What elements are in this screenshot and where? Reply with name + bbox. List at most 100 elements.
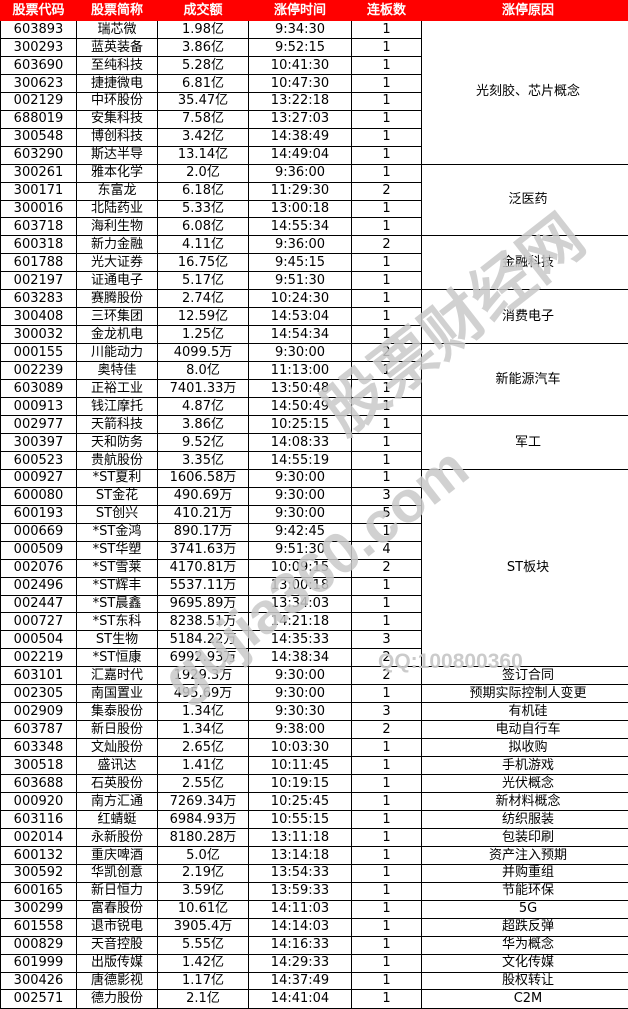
cell-limit-time: 9:30:00 [248, 504, 352, 524]
cell-stock-name: *ST东科 [76, 612, 158, 632]
cell-limit-time: 9:30:00 [248, 666, 352, 686]
table-row[interactable]: 300032 金龙机电 1.25亿 14:54:34 1 [0, 325, 628, 345]
table-row[interactable]: 601788 光大证券 16.75亿 9:45:15 1 [0, 253, 628, 273]
cell-stock-code: 000920 [0, 791, 77, 811]
table-row[interactable]: 000727 *ST东科 8238.51万 14:21:18 1 [0, 612, 628, 632]
table-row[interactable]: 300261 雅本化学 2.0亿 9:36:00 1 泛医药 [0, 163, 628, 237]
table-row[interactable]: 603787 新日股份 1.34亿 9:38:00 2 电动自行车 [0, 720, 628, 740]
table-row[interactable]: 603116 红蜻蜓 6984.93万 10:55:15 1 纺织服装 [0, 809, 628, 829]
table-row[interactable]: 300293 蓝英装备 3.86亿 9:52:15 1 [0, 37, 628, 57]
cell-stock-code: 300548 [0, 127, 77, 147]
cell-streak-count: 1 [351, 37, 422, 57]
table-row[interactable]: 002496 *ST辉丰 5537.11万 13:00:18 1 [0, 576, 628, 596]
table-row[interactable]: 600193 ST创兴 410.21万 9:30:00 5 [0, 504, 628, 524]
cell-limit-reason: 电动自行车 [421, 720, 628, 740]
table-row[interactable]: 600165 新日恒力 3.59亿 13:59:33 1 节能环保 [0, 881, 628, 901]
table-row[interactable]: 000504 ST生物 5184.22万 14:35:33 3 [0, 630, 628, 650]
table-row[interactable]: 000927 *ST夏利 1606.58万 9:30:00 1 ST板块 [0, 468, 628, 668]
cell-streak-count: 1 [351, 307, 422, 327]
table-row[interactable]: 601999 出版传媒 1.42亿 14:29:33 1 文化传媒 [0, 953, 628, 973]
table-row[interactable]: 300518 盛讯达 1.41亿 10:11:45 1 手机游戏 [0, 756, 628, 776]
table-row[interactable]: 300016 北陆药业 5.33亿 13:00:18 1 [0, 199, 628, 219]
cell-stock-code: 300171 [0, 181, 77, 201]
table-row[interactable]: 603688 石英股份 2.55亿 10:19:15 1 光伏概念 [0, 774, 628, 793]
cell-streak-count: 1 [351, 684, 422, 704]
table-body: 603893 瑞芯微 1.98亿 9:34:30 1 光刻胶、芯片概念 300293 蓝英装备… [0, 20, 628, 1009]
cell-turnover: 4.87亿 [157, 397, 249, 416]
cell-limit-time: 14:41:04 [248, 989, 352, 1009]
cell-stock-name: 汇嘉时代 [76, 666, 158, 686]
cell-streak-count: 1 [351, 774, 422, 793]
cell-streak-count: 1 [351, 594, 422, 614]
cell-limit-reason: 新能源汽车 [421, 343, 628, 416]
table-row[interactable]: 002219 *ST恒康 6992.93万 14:38:34 2 [0, 648, 628, 668]
cell-turnover: 1.42亿 [157, 953, 249, 973]
table-row[interactable]: 002977 天箭科技 3.86亿 10:25:15 1 军工 [0, 414, 628, 470]
table-row[interactable]: 300426 唐德影视 1.17亿 14:37:49 1 股权转让 [0, 971, 628, 991]
cell-streak-count: 1 [351, 432, 422, 452]
table-row[interactable]: 603089 正裕工业 7401.33万 13:50:48 1 [0, 379, 628, 399]
table-row[interactable]: 603893 瑞芯微 1.98亿 9:34:30 1 光刻胶、芯片概念 [0, 20, 628, 165]
table-row[interactable]: 603283 赛腾股份 2.74亿 10:24:30 1 消费电子 [0, 289, 628, 345]
cell-limit-time: 14:35:33 [248, 630, 352, 650]
table-row[interactable]: 600132 重庆啤酒 5.0亿 13:14:18 1 资产注入预期 [0, 845, 628, 865]
table-row[interactable]: 000829 天音控股 5.55亿 14:16:33 1 华为概念 [0, 935, 628, 955]
cell-turnover: 1.34亿 [157, 720, 249, 740]
cell-streak-count: 1 [351, 253, 422, 273]
cell-streak-count: 1 [351, 935, 422, 955]
cell-limit-time: 14:38:34 [248, 648, 352, 668]
table-row[interactable]: 603290 斯达半导 13.14亿 14:49:04 1 [0, 145, 628, 165]
table-row[interactable]: 000509 *ST华塑 3741.63万 9:51:30 4 [0, 540, 628, 560]
cell-turnover: 495.69万 [157, 684, 249, 704]
cell-turnover: 2.1亿 [157, 989, 249, 1009]
cell-stock-name: 石英股份 [76, 774, 158, 793]
cell-stock-name: 赛腾股份 [76, 289, 158, 309]
cell-stock-name: 南国置业 [76, 684, 158, 704]
table-row[interactable]: 002305 南国置业 495.69万 9:30:00 1 预期实际控制人变更 [0, 684, 628, 704]
table-row[interactable]: 603718 海利生物 6.08亿 14:55:34 1 [0, 217, 628, 237]
table-row[interactable]: 300408 三环集团 12.59亿 14:53:04 1 [0, 307, 628, 327]
table-row[interactable]: 000913 钱江摩托 4.87亿 14:50:49 1 [0, 397, 628, 416]
table-row[interactable]: 300592 华凯创意 2.19亿 13:54:33 1 并购重组 [0, 863, 628, 883]
table-row[interactable]: 603348 文灿股份 2.65亿 10:03:30 1 拟收购 [0, 738, 628, 758]
cell-streak-count: 1 [351, 127, 422, 147]
cell-turnover: 410.21万 [157, 504, 249, 524]
cell-turnover: 2.0亿 [157, 163, 249, 183]
cell-stock-code: 300623 [0, 73, 77, 93]
cell-stock-name: 盛讯达 [76, 756, 158, 776]
table-row[interactable]: 000155 川能动力 4099.5万 9:30:00 2 新能源汽车 [0, 343, 628, 416]
cell-turnover: 7.58亿 [157, 109, 249, 129]
table-row[interactable]: 300548 博创科技 3.42亿 14:38:49 1 [0, 127, 628, 147]
cell-stock-code: 300032 [0, 325, 77, 345]
cell-turnover: 3741.63万 [157, 540, 249, 560]
cell-limit-reason: 文化传媒 [421, 953, 628, 973]
cell-turnover: 16.75亿 [157, 253, 249, 273]
table-row[interactable]: 600318 新力金融 4.11亿 9:36:00 2 金融科技 [0, 235, 628, 291]
table-row[interactable]: 002129 中环股份 35.47亿 13:22:18 1 [0, 91, 628, 111]
cell-stock-code: 000927 [0, 468, 77, 488]
table-row[interactable]: 688019 安集科技 7.58亿 13:27:03 1 [0, 109, 628, 129]
cell-limit-time: 9:30:00 [248, 343, 352, 363]
cell-limit-reason: 并购重组 [421, 863, 628, 883]
cell-limit-time: 14:21:18 [248, 612, 352, 632]
table-row[interactable]: 603101 汇嘉时代 1929.3万 9:30:00 2 签订合同 [0, 666, 628, 686]
table-row[interactable]: 600523 贵航股份 3.35亿 14:55:19 1 [0, 450, 628, 470]
table-row[interactable]: 002909 集泰股份 1.34亿 9:30:30 3 有机硅 [0, 702, 628, 722]
cell-turnover: 5.33亿 [157, 199, 249, 219]
table-row[interactable]: 300171 东富龙 6.18亿 11:29:30 2 [0, 181, 628, 201]
cell-turnover: 3.59亿 [157, 881, 249, 901]
table-row[interactable]: 002014 永新股份 8180.28万 13:11:18 1 包装印刷 [0, 827, 628, 847]
table-row[interactable]: 000669 *ST金鸿 890.17万 9:42:45 1 [0, 522, 628, 542]
column-header-stock-name: 股票简称 [76, 0, 158, 21]
cell-streak-count: 4 [351, 540, 422, 560]
table-row[interactable]: 000920 南方汇通 7269.34万 10:25:45 1 新材料概念 [0, 791, 628, 811]
table-row[interactable]: 300623 捷捷微电 6.81亿 10:47:30 1 [0, 73, 628, 93]
table-row[interactable]: 002571 德力股份 2.1亿 14:41:04 1 C2M [0, 989, 628, 1009]
cell-stock-code: 002977 [0, 414, 77, 434]
table-row[interactable]: 300299 富春股份 10.61亿 14:11:03 1 5G [0, 899, 628, 919]
cell-stock-code: 300408 [0, 307, 77, 327]
table-row[interactable]: 002447 *ST晨鑫 9695.89万 13:34:03 1 [0, 594, 628, 614]
table-row[interactable]: 601558 退市锐电 3905.4万 14:14:03 1 超跌反弹 [0, 917, 628, 937]
cell-stock-name: 红蜻蜓 [76, 809, 158, 829]
table-row[interactable]: 002076 *ST雪莱 4170.81万 10:09:15 2 [0, 558, 628, 578]
